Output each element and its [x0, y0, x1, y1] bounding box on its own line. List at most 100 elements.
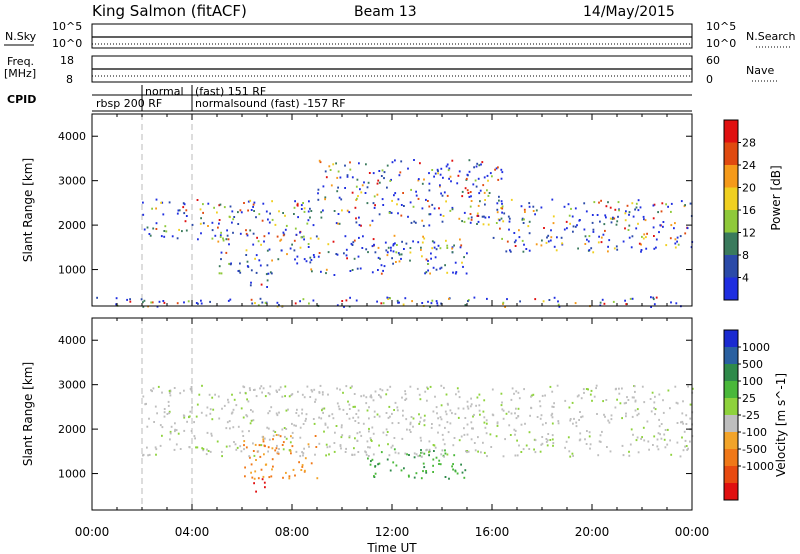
echo-cell — [378, 415, 381, 418]
echo-cell — [445, 200, 447, 203]
echo-cell — [183, 429, 186, 432]
echo-cell — [551, 405, 554, 408]
echo-cell — [240, 407, 243, 410]
echo-cell — [231, 411, 234, 414]
echo-cell — [563, 205, 566, 208]
echo-cell — [282, 448, 285, 451]
echo-cell — [501, 207, 504, 210]
echo-cell — [636, 408, 639, 411]
echo-cell — [595, 387, 597, 390]
echo-cell — [641, 385, 644, 388]
echo-cell — [485, 422, 488, 425]
echo-cell — [249, 456, 251, 459]
echo-cell — [371, 458, 374, 461]
echo-cell — [322, 411, 324, 414]
echo-cell — [302, 423, 305, 425]
echo-cell — [312, 299, 315, 302]
echo-cell — [309, 396, 312, 398]
echo-cell — [437, 417, 439, 420]
nave-tick-top: 60 — [706, 54, 720, 67]
echo-cell — [307, 443, 310, 446]
echo-cell — [140, 298, 143, 301]
echo-cell — [408, 454, 410, 456]
echo-cell — [689, 403, 692, 406]
echo-cell — [336, 387, 338, 390]
echo-cell — [211, 237, 214, 240]
echo-cell — [495, 167, 498, 170]
echo-cell — [225, 238, 228, 241]
echo-cell — [591, 214, 594, 216]
echo-cell — [440, 404, 443, 407]
colorbar-swatch — [724, 330, 738, 347]
echo-cell — [449, 422, 452, 425]
echo-cell — [259, 455, 262, 458]
echo-cell — [283, 427, 286, 429]
colorbar-tick-label: -1000 — [742, 460, 774, 473]
echo-cell — [439, 184, 441, 187]
echo-cell — [480, 163, 482, 166]
colorbar-swatch — [724, 449, 738, 466]
echo-cell — [564, 446, 566, 449]
echo-cell — [367, 457, 369, 460]
echo-cell — [503, 212, 506, 215]
echo-cell — [318, 391, 321, 394]
echo-cell — [263, 240, 265, 243]
echo-cell — [588, 431, 591, 434]
echo-cell — [467, 407, 470, 410]
echo-cell — [158, 300, 161, 303]
echo-cell — [451, 208, 454, 211]
echo-cell — [659, 433, 661, 436]
echo-cell — [244, 466, 246, 469]
echo-cell — [547, 234, 550, 237]
echo-cell — [262, 202, 265, 205]
echo-cell — [528, 249, 531, 252]
echo-cell — [467, 300, 469, 303]
echo-cell — [425, 198, 427, 201]
echo-cell — [478, 393, 481, 396]
echo-cell — [301, 465, 304, 468]
echo-cell — [357, 255, 360, 258]
echo-cell — [380, 272, 383, 275]
echo-cell — [373, 410, 376, 413]
echo-cell — [304, 457, 307, 460]
echo-cell — [491, 388, 494, 391]
echo-cell — [162, 213, 165, 216]
echo-cell — [255, 490, 257, 493]
echo-cell — [255, 254, 258, 257]
echo-cell — [529, 414, 531, 417]
echo-cell — [284, 435, 286, 438]
echo-cell — [660, 210, 663, 213]
echo-cell — [582, 388, 585, 391]
echo-cell — [667, 389, 670, 392]
echo-cell — [300, 469, 303, 471]
echo-cell — [243, 386, 246, 389]
echo-cell — [418, 422, 421, 425]
echo-cell — [390, 446, 393, 449]
echo-cell — [465, 450, 467, 453]
echo-cell — [217, 240, 220, 243]
nsky-label: N.Sky — [5, 30, 37, 43]
echo-cell — [269, 385, 272, 388]
echo-cell — [148, 233, 151, 235]
echo-cell — [390, 249, 392, 252]
echo-cell — [336, 176, 339, 179]
echo-cell — [434, 395, 436, 398]
echo-cell — [385, 428, 388, 431]
echo-cell — [464, 187, 467, 190]
echo-cell — [482, 184, 485, 187]
echo-cell — [479, 200, 481, 203]
echo-cell — [369, 446, 371, 449]
echo-cell — [275, 389, 278, 392]
echo-cell — [314, 400, 316, 403]
echo-cell — [479, 189, 482, 192]
echo-cell — [418, 413, 420, 416]
echo-cell — [353, 447, 355, 450]
echo-cell — [603, 223, 606, 226]
echo-cell — [371, 271, 374, 274]
echo-cell — [617, 215, 619, 218]
echo-cell — [319, 161, 322, 164]
echo-cell — [457, 174, 460, 177]
echo-cell — [605, 399, 608, 401]
echo-cell — [338, 408, 341, 411]
echo-cell — [572, 422, 574, 425]
